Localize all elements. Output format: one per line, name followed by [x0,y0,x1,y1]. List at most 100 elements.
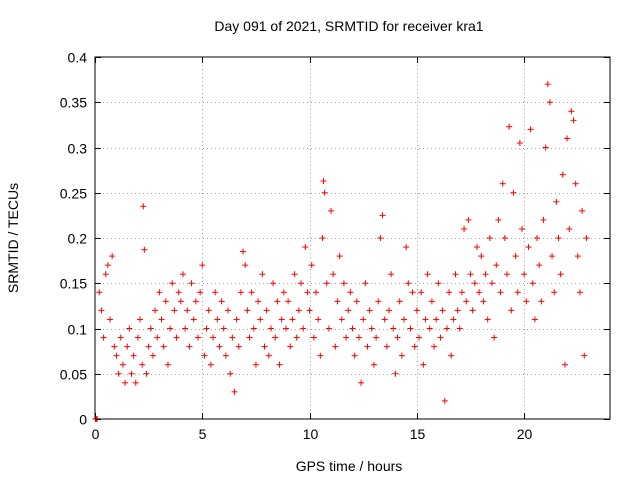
data-point [401,316,407,323]
data-point [330,271,337,278]
data-point [572,180,579,187]
data-point [182,325,189,332]
data-point [527,126,534,133]
data-point [295,307,302,314]
data-point [210,334,217,341]
data-point [506,123,513,130]
data-point [394,334,401,341]
data-point [126,325,133,332]
data-point [246,334,253,341]
data-point [385,307,392,314]
data-point [111,343,118,350]
data-point [497,289,504,296]
data-point [167,325,174,332]
data-point [109,253,116,260]
x-tick-label: 0 [92,426,100,442]
data-point [473,244,480,251]
data-point [218,298,225,305]
data-point [306,307,313,314]
grid-lines [95,57,610,419]
data-point [512,253,519,260]
data-point [452,271,459,278]
y-tick-label: 0.05 [60,367,87,383]
y-tick-label: 0.1 [68,322,88,338]
data-point [289,316,296,323]
data-point [561,361,568,368]
data-point [463,298,470,305]
data-point [107,316,114,323]
data-point [392,370,399,377]
data-point [177,298,184,305]
data-point [310,334,317,341]
data-point [171,307,178,314]
data-point [493,262,500,269]
data-point [353,298,360,305]
data-point [160,343,167,350]
data-point [325,325,332,332]
data-point [334,298,341,305]
data-point [293,334,300,341]
data-point [117,334,124,341]
data-point [248,289,255,296]
data-point [379,212,386,219]
data-point [332,343,339,350]
data-point [274,298,281,305]
data-point [233,316,240,323]
data-point [115,370,122,377]
data-point [409,289,416,296]
x-axis-label: GPS time / hours [296,458,403,474]
data-point [390,325,397,332]
data-point [192,298,199,305]
data-point [147,325,154,332]
data-point [446,289,453,296]
data-point [482,271,489,278]
data-point [428,298,435,305]
data-point [137,316,144,323]
data-point [519,225,526,232]
data-point [149,352,156,359]
y-axis-label: SRMTID / TECUs [5,183,21,293]
data-point [345,307,352,314]
data-point [302,244,309,251]
data-point [96,289,103,296]
data-point [319,235,326,241]
data-point [480,298,487,305]
data-point [366,307,373,314]
data-point [315,316,322,323]
data-point [227,370,234,377]
data-point [122,379,129,386]
data-point [373,334,380,341]
data-point [574,253,581,260]
data-point [465,216,472,223]
data-point [437,334,444,341]
data-point [323,280,330,287]
data-point [250,325,257,332]
data-point [426,325,433,332]
data-point [128,370,135,377]
data-point [102,271,109,278]
axis-ticks [95,57,610,420]
data-point [164,361,171,368]
data-point [265,352,272,359]
data-point [229,334,236,341]
data-point [486,235,493,241]
y-tick-label: 0.3 [68,141,88,157]
data-point [140,203,147,210]
data-point [175,289,182,296]
data-point [154,334,161,341]
data-point [499,180,506,187]
data-point [291,271,298,278]
data-point [351,352,358,359]
data-point [304,289,311,296]
data-point [504,271,510,278]
data-point [300,325,307,332]
data-point [478,253,485,260]
data-point [156,289,163,296]
data-point [313,289,320,296]
data-point [282,325,289,332]
x-tick-label: 20 [517,426,533,442]
data-point [471,280,478,287]
data-point [186,343,193,350]
data-point [546,99,553,106]
data-point [214,316,221,323]
